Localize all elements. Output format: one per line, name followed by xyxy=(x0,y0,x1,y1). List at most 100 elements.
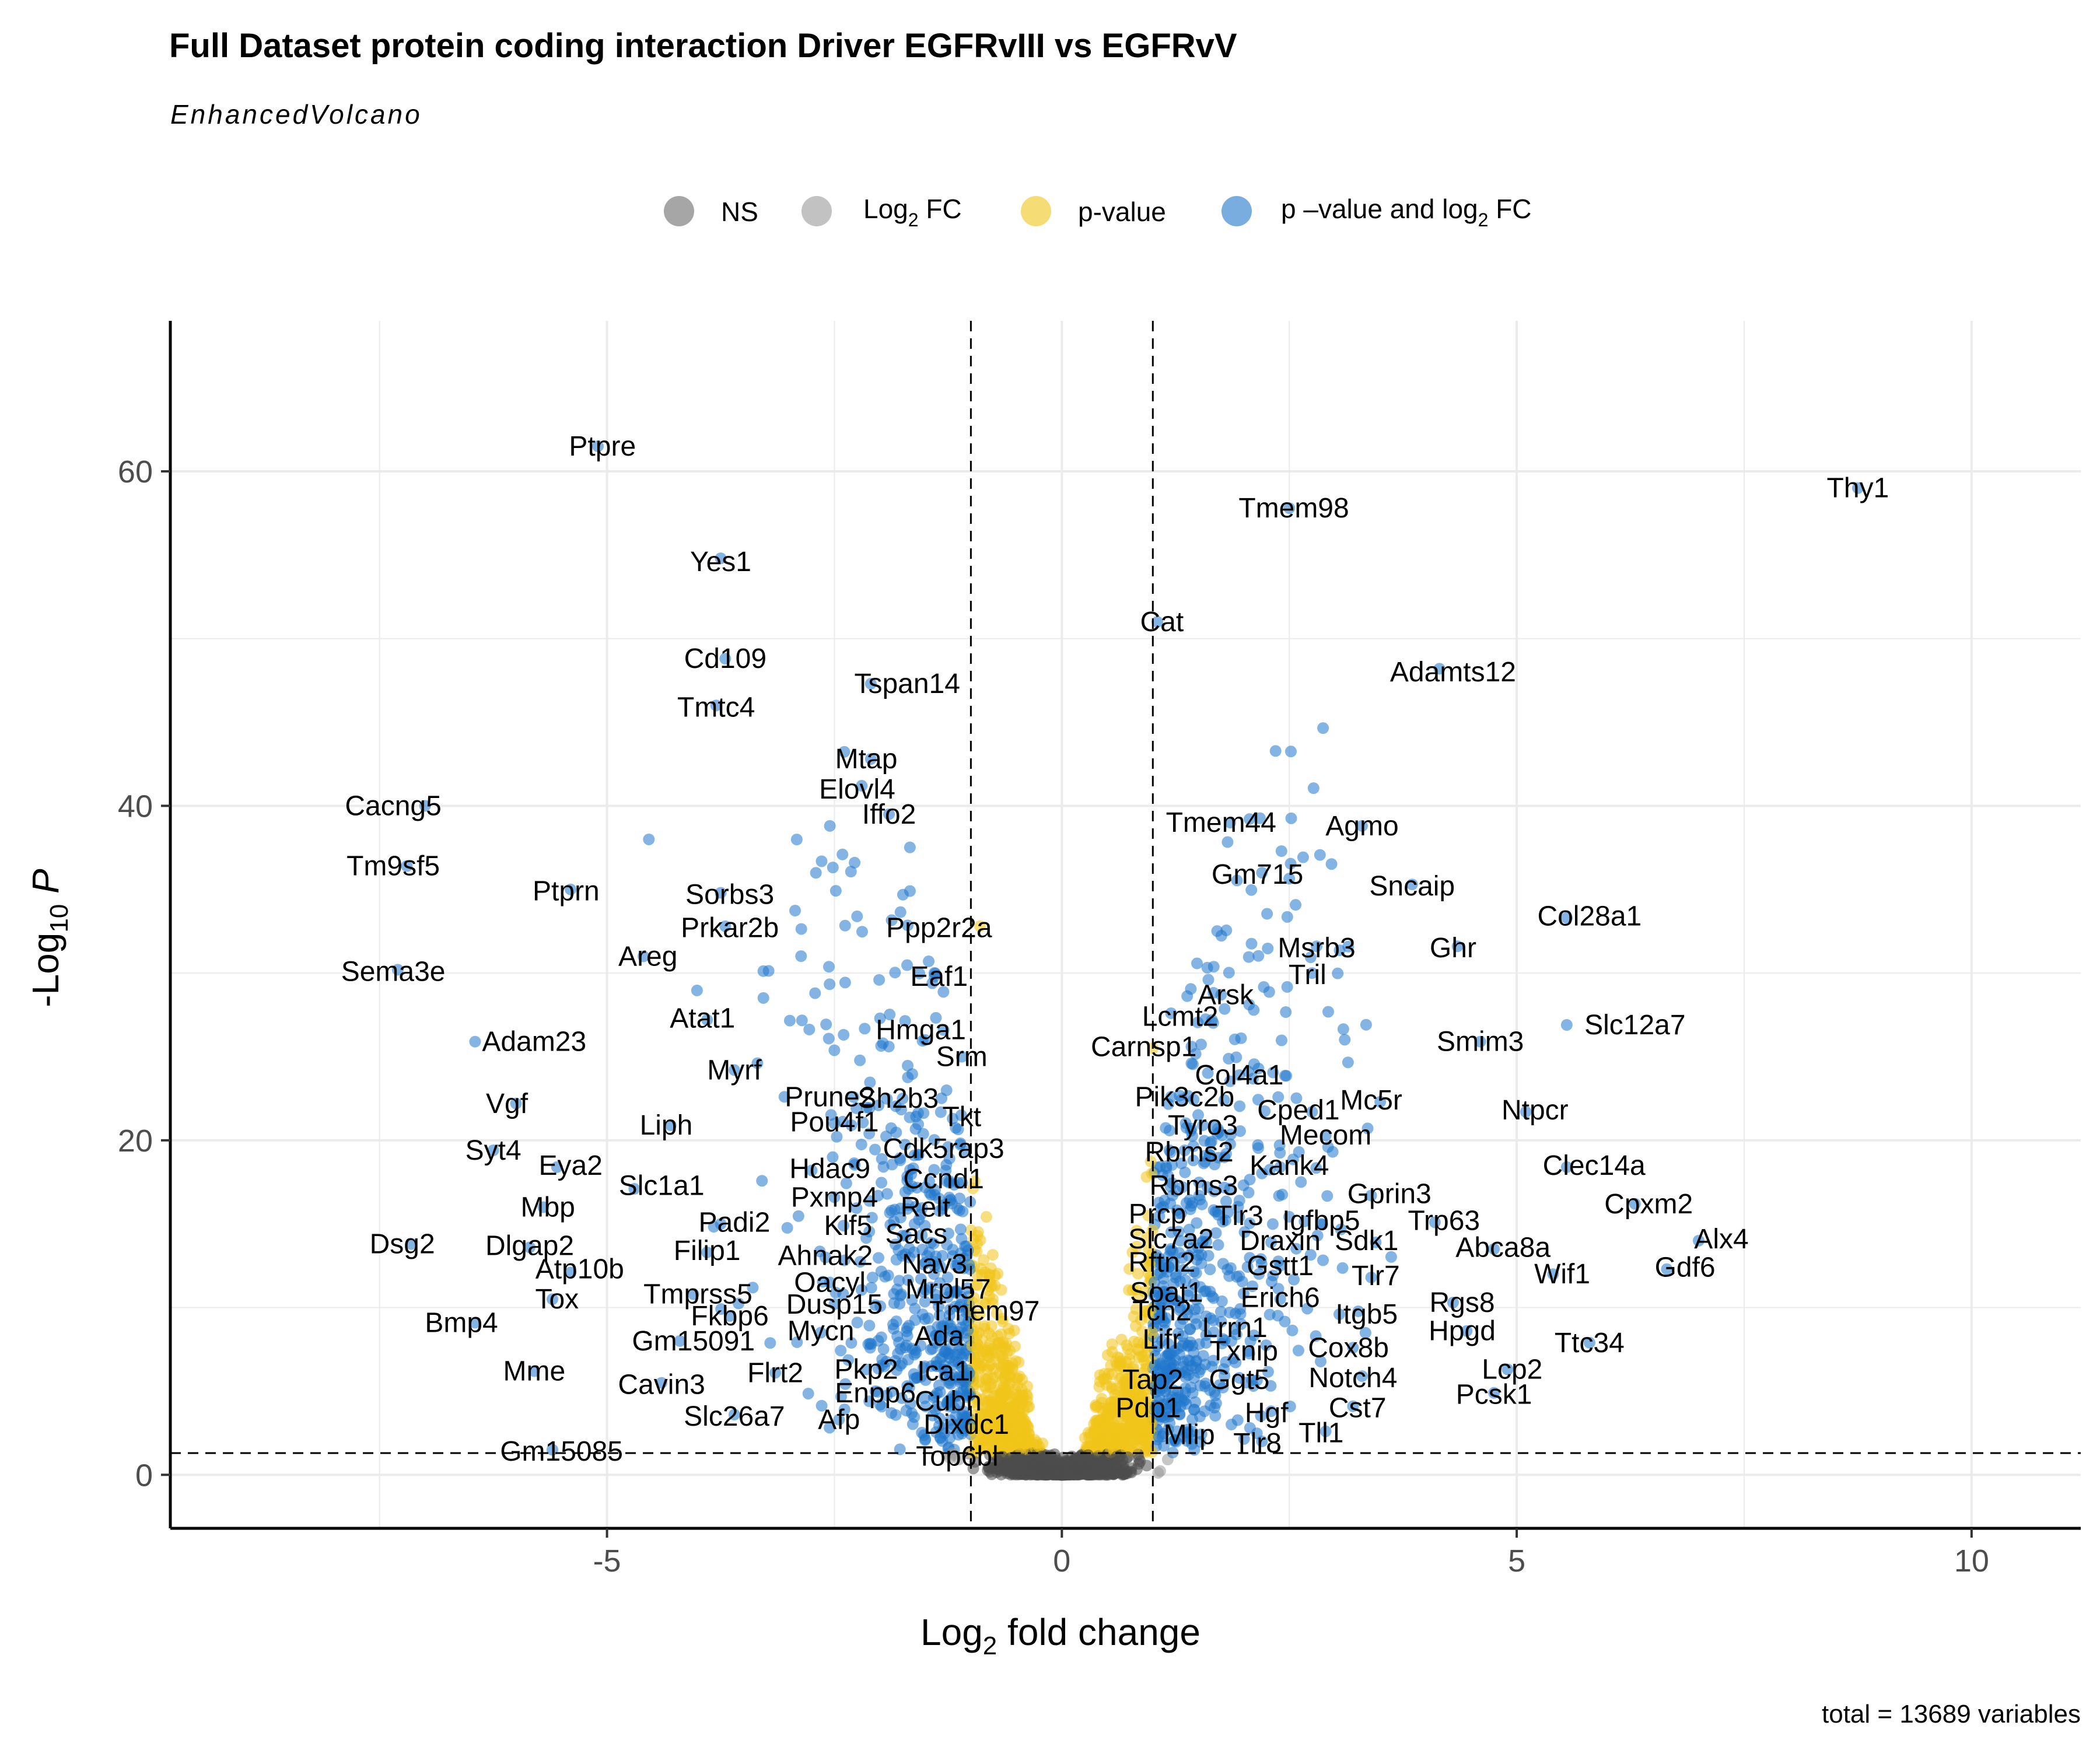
data-point xyxy=(911,1371,923,1384)
gene-labels: Ptpre Thy1 Tmem98 Yes1 Cat Cd109 Adamts12 Tspan… xyxy=(341,431,1889,1472)
data-point xyxy=(1272,1091,1284,1103)
gene-label-tmem44: Tmem44 xyxy=(1166,807,1276,838)
data-point xyxy=(901,1380,914,1392)
data-point xyxy=(1115,1334,1128,1346)
data-point xyxy=(923,1175,935,1188)
data-point xyxy=(922,1312,935,1324)
gene-label-vgf: Vgf xyxy=(486,1088,528,1119)
data-point xyxy=(1140,1460,1153,1472)
y-tick-label: 20 xyxy=(118,1124,153,1158)
data-point xyxy=(912,1149,925,1161)
data-point xyxy=(1156,1430,1168,1443)
gene-label-klf5: Klf5 xyxy=(824,1210,872,1241)
data-point xyxy=(893,1275,905,1287)
data-point xyxy=(952,1124,964,1136)
data-point xyxy=(1243,999,1255,1011)
data-point xyxy=(963,1259,975,1271)
data-point xyxy=(1218,1181,1230,1194)
data-point xyxy=(876,1177,888,1189)
data-point xyxy=(845,1337,858,1349)
data-point xyxy=(1242,1186,1255,1199)
data-point xyxy=(890,1100,902,1112)
data-point xyxy=(916,1202,928,1214)
data-point xyxy=(942,1227,954,1240)
data-point xyxy=(757,992,769,1004)
y-tick-label: 40 xyxy=(118,789,153,824)
gene-label-ada: Ada xyxy=(914,1321,964,1352)
data-point xyxy=(1198,1320,1210,1332)
data-point xyxy=(1304,951,1317,964)
data-point xyxy=(954,1139,967,1151)
data-point xyxy=(869,1143,881,1156)
data-point xyxy=(1101,1349,1114,1362)
data-point xyxy=(1217,1381,1229,1394)
data-point xyxy=(831,1130,843,1143)
gene-label-srm: Srm xyxy=(936,1041,988,1072)
chart-title: Full Dataset protein coding interaction … xyxy=(169,27,1237,65)
data-point xyxy=(1222,836,1234,848)
data-point xyxy=(960,1371,972,1384)
data-point xyxy=(1224,1262,1237,1274)
data-point xyxy=(1228,1033,1241,1045)
data-point xyxy=(1181,990,1194,1002)
data-point xyxy=(884,1206,896,1219)
data-point xyxy=(1253,1268,1265,1280)
data-point xyxy=(1195,1428,1208,1440)
data-point xyxy=(902,1353,914,1366)
data-point xyxy=(886,914,898,926)
x-tick-label: -5 xyxy=(593,1544,621,1578)
legend: NS Log2 FC p-value p –value and log2 FC xyxy=(664,194,1532,230)
data-point xyxy=(1242,951,1255,963)
gene-label-alx4: Alx4 xyxy=(1694,1224,1748,1255)
data-point xyxy=(1126,1284,1139,1296)
data-point xyxy=(1304,1249,1317,1261)
data-point xyxy=(954,1223,967,1236)
data-point xyxy=(1130,1240,1143,1252)
gene-label-sorbs3: Sorbs3 xyxy=(685,879,774,910)
data-point xyxy=(904,885,916,897)
legend-swatch-log2fc xyxy=(802,196,832,226)
data-point xyxy=(803,1023,816,1035)
data-point xyxy=(954,1192,966,1205)
data-point xyxy=(842,1354,855,1366)
data-point xyxy=(1260,1339,1272,1352)
gene-label-tmem98: Tmem98 xyxy=(1238,493,1349,524)
data-point xyxy=(925,1282,937,1294)
data-point xyxy=(1014,1412,1027,1424)
data-point xyxy=(874,1300,887,1312)
data-point xyxy=(1224,1306,1236,1318)
gene-label-pou4f1: Pou4f1 xyxy=(790,1107,878,1138)
data-point xyxy=(863,1195,876,1207)
data-point xyxy=(715,1303,727,1315)
data-point xyxy=(1266,1218,1279,1230)
data-point xyxy=(1020,1468,1032,1480)
data-point xyxy=(884,1219,897,1231)
gene-label-adam23: Adam23 xyxy=(482,1027,586,1058)
legend-item-ns: NS xyxy=(664,196,758,227)
data-point xyxy=(1190,1267,1202,1279)
data-point xyxy=(1301,1303,1314,1315)
gene-label-areg: Areg xyxy=(618,941,677,972)
data-point xyxy=(1174,1304,1186,1316)
data-point xyxy=(933,1300,945,1312)
gene-label-ghr: Ghr xyxy=(1430,933,1476,964)
data-point xyxy=(781,1222,793,1234)
data-point xyxy=(1233,1195,1245,1207)
data-point xyxy=(1157,1272,1170,1284)
data-point xyxy=(1317,1254,1329,1266)
data-point xyxy=(1247,1073,1259,1085)
gene-label-clec14a: Clec14a xyxy=(1543,1150,1646,1181)
data-point xyxy=(930,1012,942,1024)
data-point xyxy=(849,856,861,869)
x-tick-label: 0 xyxy=(1053,1544,1070,1578)
data-point xyxy=(1293,1146,1305,1158)
data-point xyxy=(1170,1402,1182,1414)
data-point xyxy=(1220,1195,1232,1208)
data-point xyxy=(1307,782,1320,794)
data-point xyxy=(919,1374,932,1386)
data-point xyxy=(1209,1158,1221,1171)
gene-label-ptpre: Ptpre xyxy=(569,431,636,462)
gene-label-tlr8: Tlr8 xyxy=(1233,1428,1282,1459)
data-point xyxy=(1199,1013,1212,1026)
gene-label-ccnd1: Ccnd1 xyxy=(903,1164,984,1195)
